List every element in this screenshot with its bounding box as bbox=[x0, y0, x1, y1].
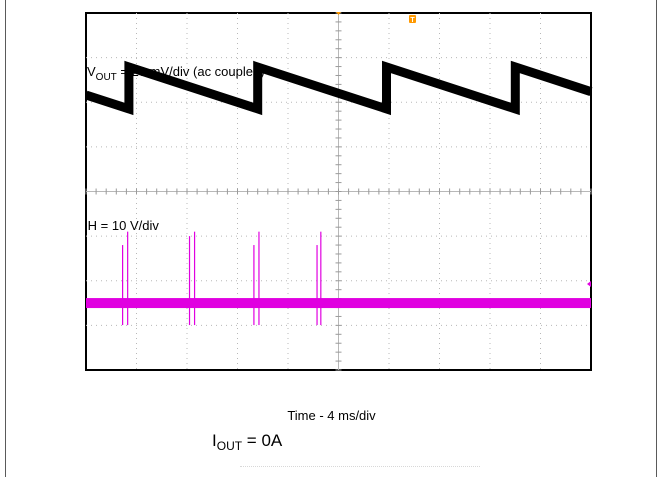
markers: T bbox=[336, 12, 591, 287]
faint-footer-line bbox=[240, 466, 480, 473]
vout-label-rest: = 20 mV/div (ac coupled) bbox=[117, 64, 265, 79]
load-condition-caption: IOUT = 0A bbox=[212, 431, 282, 453]
vout-trace bbox=[85, 60, 593, 116]
x-axis-caption: Time - 4 ms/div bbox=[287, 408, 376, 423]
trigger-marker-box bbox=[409, 15, 416, 23]
iout-suffix: = 0A bbox=[242, 431, 283, 450]
ph-baseline bbox=[86, 298, 591, 309]
iout-prefix: I bbox=[212, 431, 217, 450]
trigger-marker-label: T bbox=[410, 17, 415, 24]
vout-label-sub: OUT bbox=[96, 72, 117, 83]
oscilloscope-plot: T VOUT = 20 mV/div (ac coupled) PH = 10 … bbox=[85, 12, 593, 371]
ch2-level-marker bbox=[587, 281, 591, 287]
trigger-position-marker bbox=[336, 12, 341, 15]
vout-label-main: V bbox=[87, 64, 96, 79]
traces bbox=[85, 60, 593, 326]
ph-label: PH = 10 V/div bbox=[85, 218, 159, 233]
page-border-right bbox=[656, 0, 657, 477]
vout-label: VOUT = 20 mV/div (ac coupled) bbox=[87, 64, 265, 83]
iout-subscript: OUT bbox=[216, 439, 243, 453]
page-border-left bbox=[5, 0, 6, 477]
